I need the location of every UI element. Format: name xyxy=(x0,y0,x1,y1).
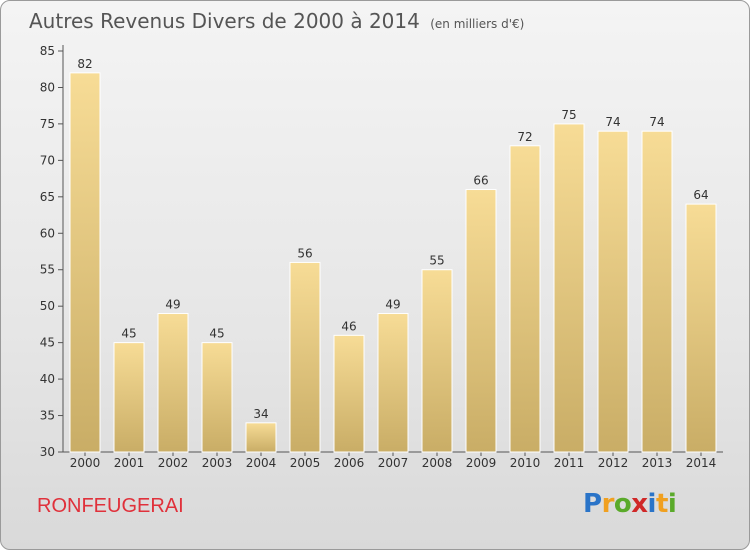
x-tick-label-2010: 2010 xyxy=(510,456,541,470)
value-label-2007: 49 xyxy=(385,297,400,311)
value-label-2002: 49 xyxy=(165,297,180,311)
y-tick-label: 85 xyxy=(40,44,55,58)
x-tick-label-2003: 2003 xyxy=(202,456,233,470)
y-tick-label: 30 xyxy=(40,445,55,459)
value-label-2009: 66 xyxy=(473,174,488,188)
bar-2009 xyxy=(465,189,497,453)
value-label-2005: 56 xyxy=(297,246,312,260)
value-label-2010: 72 xyxy=(517,130,532,144)
y-tick-label: 65 xyxy=(40,190,55,204)
x-tick-label-2012: 2012 xyxy=(598,456,629,470)
value-label-2000: 82 xyxy=(77,57,92,71)
x-tick-label-2014: 2014 xyxy=(686,456,717,470)
y-tick-label: 40 xyxy=(40,372,55,386)
x-tick-label-2013: 2013 xyxy=(642,456,673,470)
bar-2005 xyxy=(289,261,321,453)
logo-letter-2: o xyxy=(613,489,632,519)
x-tick-label-2002: 2002 xyxy=(158,456,189,470)
y-tick-label: 45 xyxy=(40,336,55,350)
bar-2011 xyxy=(553,123,585,453)
x-tick-label-2008: 2008 xyxy=(422,456,453,470)
value-label-2003: 45 xyxy=(209,327,224,341)
x-tick-label-2000: 2000 xyxy=(70,456,101,470)
logo-letter-6: i xyxy=(667,489,677,519)
y-tick-label: 55 xyxy=(40,263,55,277)
x-tick-label-2011: 2011 xyxy=(554,456,585,470)
chart-title: Autres Revenus Divers de 2000 à 2014 (en… xyxy=(29,9,524,33)
bar-2001 xyxy=(113,342,145,453)
value-label-2011: 75 xyxy=(561,108,576,122)
place-name: RONFEUGERAI xyxy=(37,495,184,517)
bar-2002 xyxy=(157,312,189,453)
value-label-2004: 34 xyxy=(253,407,268,421)
chart-unit: (en milliers d'€) xyxy=(430,17,525,31)
x-tick-label-2005: 2005 xyxy=(290,456,321,470)
y-tick-label: 35 xyxy=(40,409,55,423)
logo-letter-4: i xyxy=(647,489,657,519)
value-label-2008: 55 xyxy=(429,254,444,268)
value-label-2006: 46 xyxy=(341,319,356,333)
y-tick-label: 80 xyxy=(40,80,55,94)
logo-letter-3: x xyxy=(631,489,648,519)
bar-2007 xyxy=(377,312,409,453)
bar-2004 xyxy=(245,422,277,453)
value-label-2001: 45 xyxy=(121,327,136,341)
y-tick-label: 75 xyxy=(40,117,55,131)
y-tick-label: 60 xyxy=(40,226,55,240)
bar-2008 xyxy=(421,269,453,453)
proxiti-logo[interactable]: Proxiti xyxy=(583,489,677,519)
bar-2006 xyxy=(333,334,365,453)
logo-letter-0: P xyxy=(583,489,602,519)
value-label-2014: 64 xyxy=(693,188,708,202)
x-tick-label-2009: 2009 xyxy=(466,456,497,470)
y-tick-label: 50 xyxy=(40,299,55,313)
value-label-2013: 74 xyxy=(649,115,664,129)
bar-2014 xyxy=(685,203,717,453)
bar-2000 xyxy=(69,72,101,453)
y-tick-label: 70 xyxy=(40,153,55,167)
bar-2013 xyxy=(641,130,673,453)
x-tick-label-2007: 2007 xyxy=(378,456,409,470)
logo-letter-1: r xyxy=(601,489,615,519)
value-label-2012: 74 xyxy=(605,115,620,129)
bar-2012 xyxy=(597,130,629,453)
bar-2003 xyxy=(201,342,233,453)
x-tick-label-2001: 2001 xyxy=(114,456,145,470)
x-tick-label-2004: 2004 xyxy=(246,456,277,470)
bar-2010 xyxy=(509,145,541,453)
chart-title-text: Autres Revenus Divers de 2000 à 2014 xyxy=(29,9,420,33)
logo-letter-5: t xyxy=(655,489,668,519)
x-tick-label-2006: 2006 xyxy=(334,456,365,470)
